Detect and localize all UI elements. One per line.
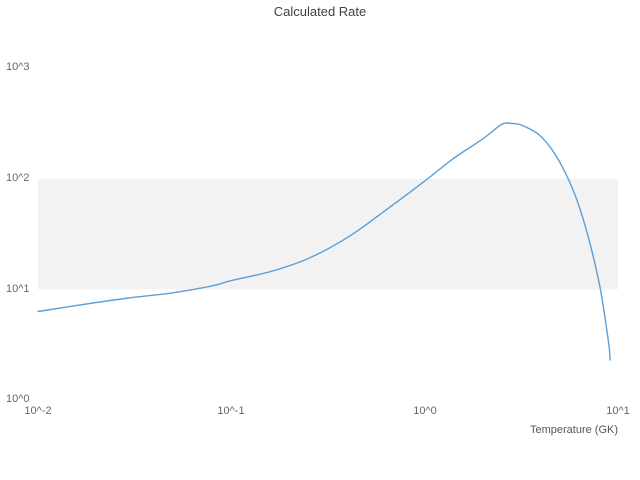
rate-line <box>37 122 611 361</box>
ytick-10: 10^1 <box>6 283 30 295</box>
chart-title: Calculated Rate <box>273 4 367 19</box>
xtick-0p1: 10^-1 <box>217 405 245 417</box>
xtick-1: 10^0 <box>413 405 437 417</box>
xtick-10: 10^1 <box>606 405 630 417</box>
x-axis-label: Temperature (GK) <box>529 424 618 436</box>
ytick-1: 10^0 <box>6 393 30 405</box>
ytick-100: 10^2 <box>6 172 30 184</box>
ytick-1000: 10^3 <box>6 61 30 73</box>
xtick-0p01: 10^-2 <box>24 405 52 417</box>
highlight-band <box>38 178 618 290</box>
